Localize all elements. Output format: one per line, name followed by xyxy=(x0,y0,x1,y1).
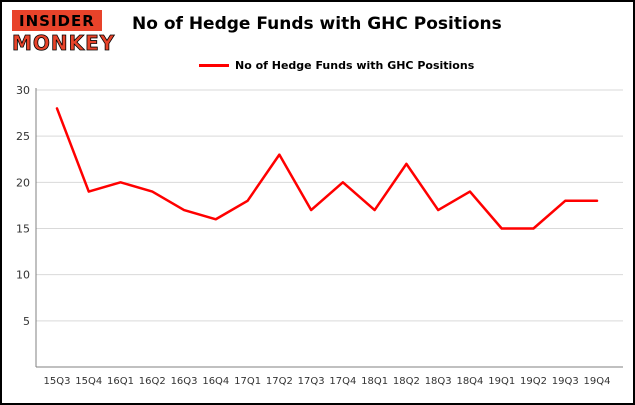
chart-title: No of Hedge Funds with GHC Positions xyxy=(132,14,502,34)
x-tick-label: 15Q3 xyxy=(44,376,71,387)
y-tick-label: 20 xyxy=(16,176,30,189)
x-tick-label: 15Q4 xyxy=(75,376,102,387)
x-tick-label: 18Q1 xyxy=(361,376,388,387)
y-tick-label: 25 xyxy=(16,130,30,143)
x-tick-label: 17Q3 xyxy=(298,376,325,387)
x-tick-label: 16Q1 xyxy=(107,376,134,387)
x-tick-label: 17Q2 xyxy=(266,376,293,387)
legend-label: No of Hedge Funds with GHC Positions xyxy=(235,59,475,72)
y-tick-label: 15 xyxy=(16,223,30,236)
x-tick-label: 18Q3 xyxy=(425,376,452,387)
data-line-series xyxy=(55,107,599,230)
y-tick-label: 10 xyxy=(16,269,30,282)
logo-insider-text: INSIDER xyxy=(12,10,102,31)
x-tick-label: 16Q3 xyxy=(171,376,198,387)
x-tick-label: 19Q3 xyxy=(552,376,579,387)
x-tick-label: 19Q2 xyxy=(520,376,547,387)
x-tick-label: 19Q4 xyxy=(584,376,611,387)
x-tick-label: 17Q4 xyxy=(329,376,356,387)
insider-monkey-logo: INSIDER MONKEY xyxy=(12,10,122,55)
x-tick-label: 18Q4 xyxy=(456,376,483,387)
x-tick-label: 16Q2 xyxy=(139,376,166,387)
x-tick-label: 18Q2 xyxy=(393,376,420,387)
x-tick-label: 19Q1 xyxy=(488,376,515,387)
y-tick-label: 5 xyxy=(23,315,30,328)
x-tick-label: 16Q4 xyxy=(202,376,229,387)
x-tick-label: 17Q1 xyxy=(234,376,261,387)
legend: No of Hedge Funds with GHC Positions xyxy=(199,59,474,72)
legend-line-swatch xyxy=(199,64,229,67)
y-tick-label: 30 xyxy=(16,84,30,97)
logo-monkey-text: MONKEY xyxy=(12,31,116,56)
